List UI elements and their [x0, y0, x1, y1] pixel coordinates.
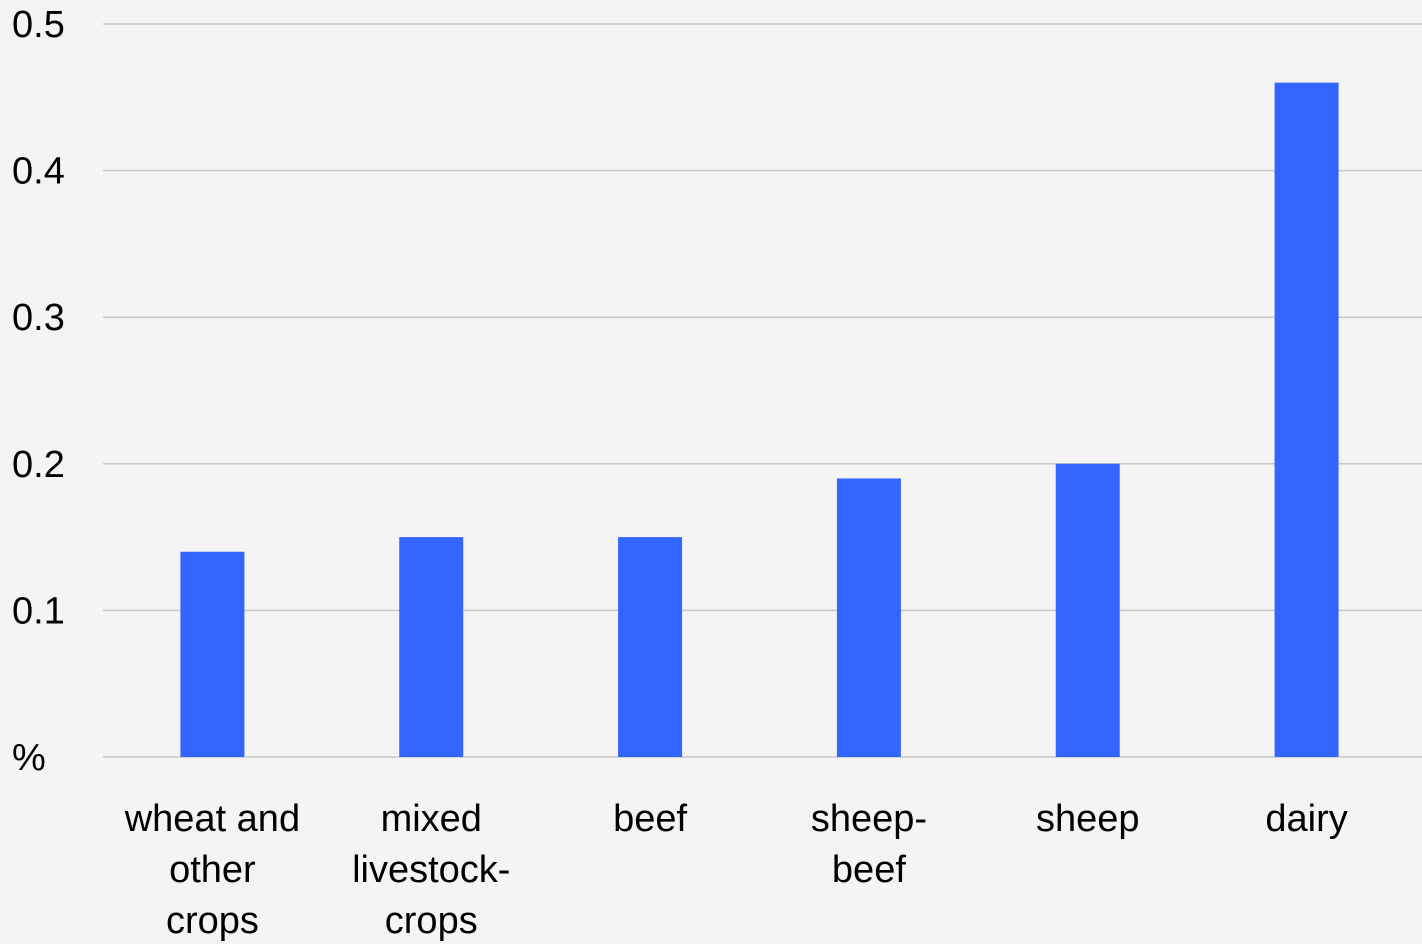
- x-category-label-line: beef: [613, 798, 687, 840]
- y-tick-label: 0.1: [12, 590, 65, 632]
- gridlines: [103, 23, 1422, 758]
- y-tick-label: 0.3: [12, 297, 65, 339]
- x-category-label-line: sheep: [1036, 798, 1140, 840]
- bar: [618, 537, 683, 757]
- y-tick-label: 0.5: [12, 4, 65, 46]
- x-category-label-line: other: [169, 849, 256, 891]
- x-category-label-line: crops: [385, 900, 478, 942]
- x-category-label: wheat and other crops: [124, 798, 300, 942]
- bar: [836, 478, 901, 757]
- x-axis-category-labels: wheat and other crops mixed livestock-crops b…: [124, 798, 1348, 942]
- bars: [180, 82, 1339, 757]
- x-category-label-line: wheat and: [124, 798, 300, 840]
- x-category-label: dairy: [1265, 798, 1347, 840]
- x-category-label-line: livestock-: [352, 849, 510, 891]
- bar: [180, 551, 245, 757]
- y-tick-label: 0.2: [12, 444, 65, 486]
- x-category-label: sheep-beef: [811, 798, 927, 891]
- x-category-label: mixed livestock-crops: [352, 798, 510, 942]
- bar: [399, 537, 464, 757]
- bar: [1055, 463, 1120, 757]
- y-tick-label: 0.4: [12, 151, 65, 193]
- x-category-label: sheep: [1036, 798, 1140, 840]
- x-category-label-line: dairy: [1265, 798, 1347, 840]
- x-category-label-line: sheep-: [811, 798, 927, 840]
- x-category-label-line: beef: [832, 849, 906, 891]
- bar: [1274, 82, 1339, 757]
- y-axis-tick-labels: % 0.1 0.2 0.3 0.4 0.5: [12, 4, 65, 779]
- x-category-label-line: crops: [166, 900, 259, 942]
- y-tick-label: %: [12, 737, 46, 779]
- x-category-label-line: mixed: [381, 798, 482, 840]
- x-category-label: beef: [613, 798, 687, 840]
